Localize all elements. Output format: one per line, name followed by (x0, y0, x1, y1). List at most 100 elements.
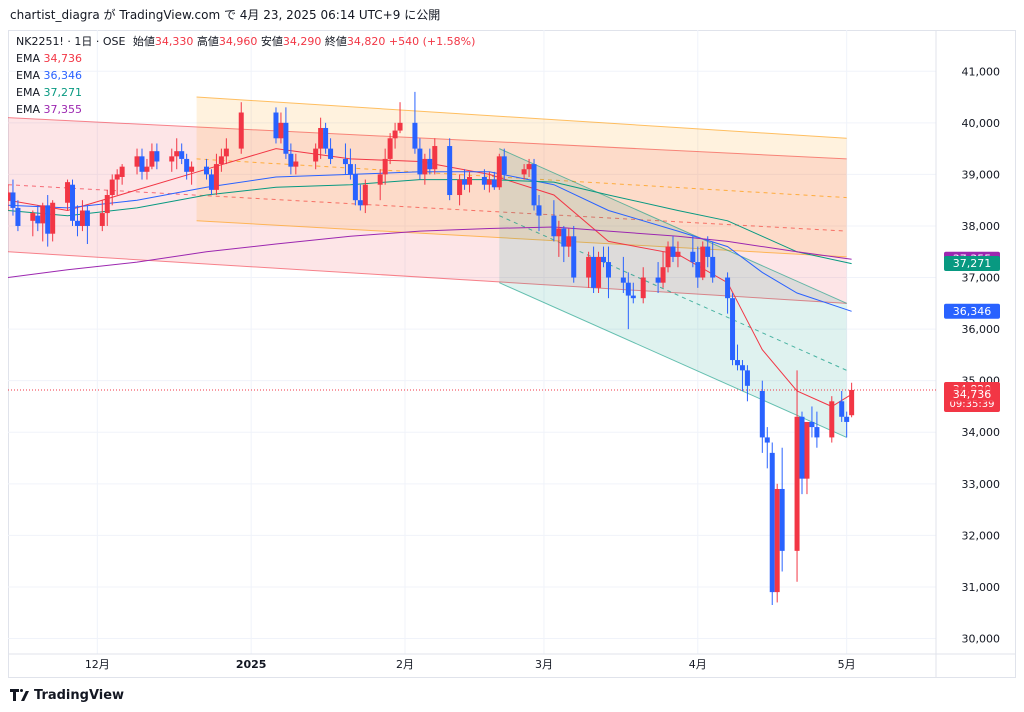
x-tick-label: 2025 (236, 658, 267, 671)
ema-row[interactable]: EMA 34,736 (16, 50, 475, 67)
candle-body (481, 176, 487, 185)
y-tick-label: 39,000 (962, 168, 1001, 181)
candle-body (154, 151, 160, 162)
y-tick-label: 41,000 (962, 65, 1001, 78)
y-tick-label: 30,000 (962, 633, 1001, 646)
ema-value: 37,271 (43, 86, 82, 99)
price-badge-label: 36,346 (953, 305, 992, 318)
candle-body (764, 437, 770, 443)
candle (144, 158, 150, 180)
candle (169, 148, 175, 172)
candle (809, 406, 815, 438)
candle-body (134, 156, 140, 167)
candle (15, 200, 21, 232)
ema-value: 34,736 (43, 52, 82, 65)
y-tick-label: 38,000 (962, 220, 1001, 233)
ema-label: EMA (16, 69, 40, 82)
candle (357, 184, 363, 211)
candle-body (179, 151, 185, 159)
candle-body (744, 370, 750, 386)
candle (486, 171, 492, 193)
y-tick-label: 33,000 (962, 478, 1001, 491)
candle-body (84, 210, 90, 226)
candle-body (665, 246, 671, 268)
candle (362, 179, 368, 214)
candle (352, 164, 358, 206)
y-tick-label: 37,000 (962, 272, 1001, 285)
candle (620, 256, 626, 294)
ema-row[interactable]: EMA 37,355 (16, 101, 475, 118)
ema-row[interactable]: EMA 36,346 (16, 67, 475, 84)
candle (119, 164, 125, 185)
candle-body (278, 122, 284, 139)
candle (571, 225, 577, 283)
candle (179, 143, 185, 165)
candle (734, 344, 740, 371)
candle (238, 102, 244, 154)
x-tick-label: 4月 (689, 658, 707, 671)
candle-body (849, 389, 855, 416)
candle-body (387, 138, 393, 159)
candle-body (357, 200, 363, 206)
candle (447, 138, 453, 201)
candle-body (794, 416, 800, 551)
close-value: 34,820 (346, 35, 386, 48)
candle (551, 200, 557, 242)
candle-body (605, 262, 611, 278)
y-tick-label: 31,000 (962, 581, 1001, 594)
candle (491, 171, 497, 190)
candle (839, 390, 845, 422)
candle (625, 272, 631, 330)
candle-body (486, 179, 492, 185)
candle-body (809, 421, 815, 428)
candle-body (208, 174, 214, 190)
symbol-label[interactable]: NK2251! · 1日 · OSE (16, 35, 126, 48)
candle-body (655, 277, 661, 283)
candle (695, 246, 701, 288)
y-tick-label: 36,000 (962, 323, 1001, 336)
regression-channel (196, 97, 847, 257)
candle-body (526, 164, 532, 170)
candle (40, 202, 46, 242)
x-tick-label: 2月 (396, 658, 414, 671)
candle-body (204, 166, 210, 175)
candle-body (293, 161, 299, 167)
candle-body (551, 215, 557, 237)
high-value: 34,960 (218, 35, 258, 48)
price-badge-bg (944, 303, 1000, 319)
candle-body (318, 127, 324, 149)
candle (218, 148, 224, 172)
candle-body (799, 416, 805, 479)
price-axis-badge: 34,736 (944, 386, 1000, 402)
candle (70, 179, 76, 226)
x-tick-label: 12月 (85, 658, 110, 671)
candle (174, 138, 180, 170)
candle (705, 236, 711, 268)
candle-body (734, 360, 740, 366)
candle (829, 396, 835, 443)
channel-lower-line (499, 282, 847, 438)
candle-body (432, 146, 438, 170)
ema-label: EMA (16, 103, 40, 116)
candle (288, 143, 294, 175)
candle-body (392, 130, 398, 139)
high-label: 高値 (196, 35, 219, 48)
candle-body (844, 416, 850, 422)
chart-frame[interactable] (8, 30, 1016, 678)
candle (794, 370, 800, 582)
candle (764, 427, 770, 469)
candle (605, 246, 611, 299)
candle-body (739, 365, 745, 371)
candle (725, 272, 731, 314)
candle-body (586, 256, 592, 278)
candle-body (65, 182, 71, 203)
tradingview-footer[interactable]: TradingView (10, 686, 124, 704)
candle-body (144, 166, 150, 172)
candle-body (382, 158, 388, 175)
candle (213, 153, 219, 196)
ema-row[interactable]: EMA 37,271 (16, 84, 475, 101)
brand-name: TradingView (34, 687, 125, 703)
candle (208, 169, 214, 196)
candle (462, 169, 468, 190)
